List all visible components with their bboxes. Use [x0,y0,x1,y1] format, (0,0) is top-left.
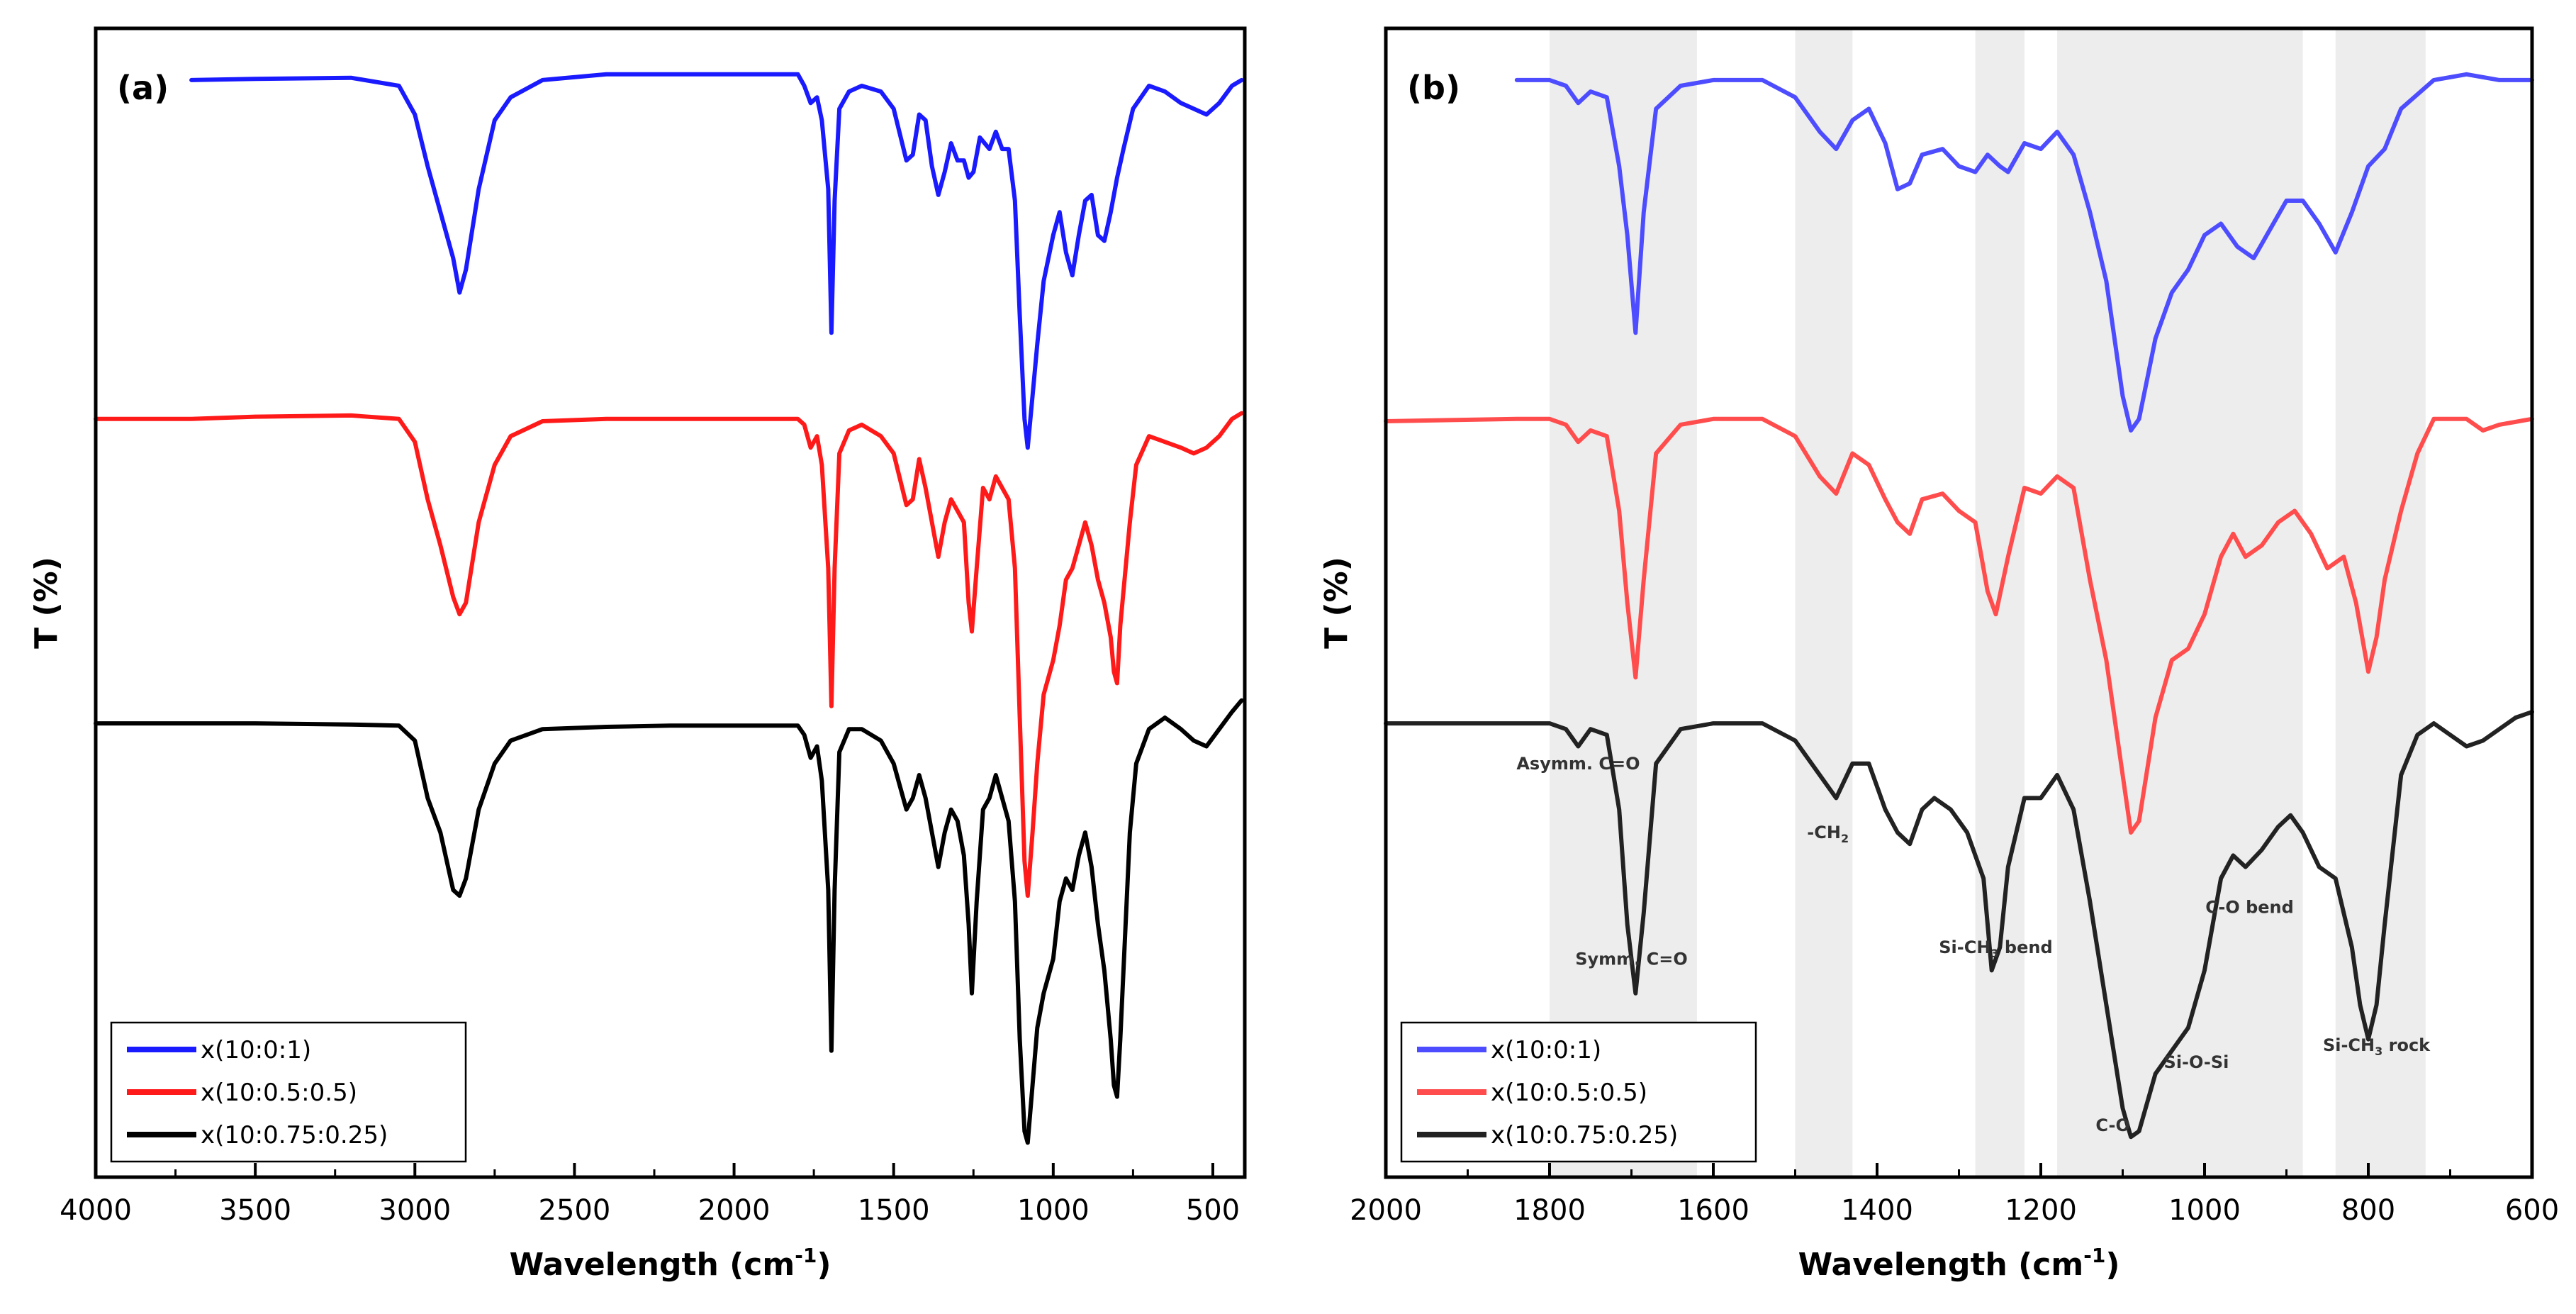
annotation-layer: Asymm. C=O Symm. C=O -CH2 Si-CH3 bend C-O be… [1516,754,2431,1135]
x-ticks: 2000 1800 1600 1400 1200 1000 800 600 [1350,1163,2559,1227]
shaded-band [1550,28,1697,1177]
legend: x(10:0:1) x(10:0.5:0.5) x(10:0.75:0.25) [1400,1021,1757,1163]
x-tick-label: 2500 [539,1194,611,1227]
legend-label: x(10:0.5:0.5) [1491,1079,1647,1107]
x-ticks: 4000 3500 3000 2500 2000 1500 1000 500 [60,1163,1240,1227]
series-layer [94,72,1244,1145]
x-axis-title: Wavelength (cm-1) [510,1244,831,1283]
x-tick-label: 800 [2341,1194,2395,1227]
annotation-label: C-O bend [2205,897,2294,917]
legend-label: x(10:0.5:0.5) [201,1079,357,1107]
annotation-label: Si-CH3 bend [1939,937,2052,960]
x-tick-label: 1200 [2005,1194,2077,1227]
panel-a: 4000 3500 3000 2500 2000 1500 1000 500 (a) Wave… [28,26,1247,1283]
legend-label: x(10:0.75:0.25) [1491,1121,1678,1149]
legend-label: x(10:0:1) [201,1036,311,1064]
legend-label: x(10:0.75:0.25) [201,1121,388,1149]
plot-frame [94,26,1247,1179]
x-tick-label: 2000 [1350,1194,1422,1227]
series-line [94,698,1244,1145]
shaded-band [1795,28,1853,1177]
series-line [1384,709,2534,1140]
panel-label: (b) [1407,69,1460,107]
shaded-band [2057,28,2303,1177]
annotation-label: Si-O-Si [2164,1052,2229,1072]
legend: x(10:0:1) x(10:0.5:0.5) x(10:0.75:0.25) [110,1021,467,1163]
shaded-bands [1550,28,2426,1177]
x-tick-label: 4000 [60,1194,132,1227]
annotation-label: Symm. C=O [1575,949,1688,969]
series-line [94,411,1244,898]
x-tick-label: 3000 [379,1194,451,1227]
x-tick-label: 1500 [858,1194,930,1227]
x-tick-label: 500 [1186,1194,1240,1227]
annotation-label: C-O [2095,1115,2130,1135]
panel-label: (a) [117,69,169,107]
series-line [1384,416,2534,835]
series-line [189,72,1244,450]
annotation-label: Si-CH3 rock [2323,1035,2431,1058]
annotation-label: -CH2 [1807,823,1849,845]
y-axis-title: T (%) [1318,557,1355,649]
series-layer [1384,72,2534,1140]
x-tick-label: 1000 [2168,1194,2241,1227]
legend-label: x(10:0:1) [1491,1036,1601,1064]
series-line [1514,72,2534,433]
x-axis-title: Wavelength (cm-1) [1798,1244,2120,1283]
panel-b: Asymm. C=O Symm. C=O -CH2 Si-CH3 bend C-O be… [1318,26,2559,1283]
x-tick-label: 600 [2505,1194,2559,1227]
x-tick-label: 1400 [1841,1194,1913,1227]
x-tick-label: 1800 [1513,1194,1586,1227]
x-tick-label: 2000 [698,1194,771,1227]
x-tick-label: 1600 [1677,1194,1749,1227]
x-tick-label: 1000 [1017,1194,1090,1227]
y-axis-title: T (%) [28,557,65,649]
x-tick-label: 3500 [219,1194,291,1227]
annotation-label: Asymm. C=O [1516,754,1640,774]
